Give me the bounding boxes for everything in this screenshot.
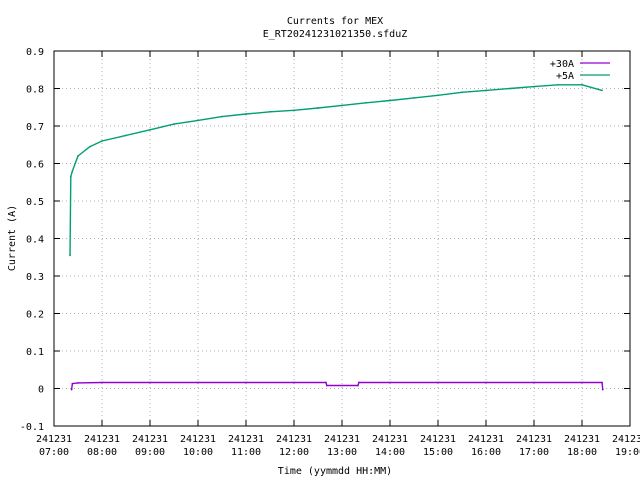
series-point-1 [437, 381, 439, 384]
y-tick-label: 0.1 [26, 347, 44, 358]
series-point-2 [149, 128, 151, 131]
series-line-1 [70, 381, 604, 390]
series-group [69, 83, 604, 391]
x-tick-label-date: 241231 [516, 434, 552, 445]
series-point-2 [77, 155, 79, 157]
y-tick-label: 0.5 [26, 197, 44, 208]
series-line-2 [69, 84, 603, 256]
x-tick-label-date: 241231 [36, 434, 72, 445]
series-point-2 [413, 97, 415, 99]
series-point-1 [149, 381, 151, 384]
series-point-1 [601, 381, 603, 384]
x-axis-label: Time (yymmdd HH:MM) [278, 466, 392, 477]
ticks: -0.1 0 0.1 0.2 0.3 0.4 0.5 0.6 0.7 0.8 0.9 241231 07… [20, 47, 640, 458]
x-tick-label-time: 19:00 [615, 447, 640, 458]
series-point-2 [101, 140, 103, 142]
series-point-1 [101, 381, 103, 384]
x-tick-label-time: 12:00 [279, 447, 309, 458]
series-point-1 [485, 381, 487, 384]
grid [54, 51, 630, 426]
x-tick-label-date: 241231 [132, 434, 168, 445]
y-tick-label: 0.4 [26, 235, 44, 246]
series-point-2 [341, 104, 343, 107]
series-point-1 [197, 381, 199, 384]
series-point-2 [437, 94, 439, 97]
series-point-2 [389, 99, 391, 102]
y-tick-label: 0.8 [26, 85, 44, 96]
series-point-1 [293, 381, 295, 384]
y-tick-label: 0.7 [26, 122, 44, 133]
x-tick-label-date: 241231 [420, 434, 456, 445]
x-tick-label-time: 11:00 [231, 447, 261, 458]
y-tick-label: 0 [38, 385, 44, 396]
x-tick-label-time: 09:00 [135, 447, 165, 458]
x-tick-label-time: 07:00 [39, 447, 69, 458]
x-tick-label-time: 14:00 [375, 447, 405, 458]
series-point-1 [357, 384, 359, 387]
series-point-1 [71, 382, 74, 385]
chart-subtitle: E_RT20241231021350.sfduZ [263, 29, 408, 40]
x-tick-label-date: 241231 [228, 434, 264, 445]
x-tick-label-date: 241231 [276, 434, 312, 445]
x-tick-label-date: 241231 [372, 434, 408, 445]
series-point-2 [173, 123, 175, 125]
series-point-2 [197, 119, 199, 122]
series-point-2 [69, 175, 72, 178]
x-tick-label-time: 16:00 [471, 447, 501, 458]
x-tick-label-time: 13:00 [327, 447, 357, 458]
series-point-1 [357, 381, 360, 384]
series-point-2 [601, 89, 603, 92]
series-point-2 [69, 254, 71, 257]
y-tick-label: 0.2 [26, 310, 44, 321]
series-point-2 [125, 134, 127, 137]
x-tick-label-time: 08:00 [87, 447, 117, 458]
series-point-2 [221, 115, 223, 118]
series-point-2 [533, 85, 535, 88]
x-tick-label-date: 241231 [324, 434, 360, 445]
x-tick-label-time: 18:00 [567, 447, 597, 458]
x-tick-label-date: 241231 [468, 434, 504, 445]
series-point-1 [389, 381, 391, 384]
series-point-2 [461, 91, 463, 94]
series-point-2 [245, 113, 247, 115]
legend-label-2: +5A [556, 71, 574, 82]
series-point-2 [89, 145, 91, 148]
series-point-2 [317, 107, 319, 109]
legend-label-1: +30A [550, 59, 574, 70]
x-tick-label-date: 241231 [84, 434, 120, 445]
x-tick-label-date: 241231 [564, 434, 600, 445]
x-tick-label-time: 15:00 [423, 447, 453, 458]
series-point-2 [509, 87, 511, 90]
series-point-2 [293, 109, 295, 112]
y-tick-label: 0.3 [26, 272, 44, 283]
series-point-1 [325, 381, 327, 384]
series-point-2 [365, 101, 367, 104]
y-tick-label: 0.9 [26, 47, 44, 58]
series-point-1 [245, 381, 247, 384]
x-tick-label-time: 17:00 [519, 447, 549, 458]
series-point-2 [557, 83, 559, 86]
legend: +30A +5A [550, 59, 610, 82]
y-axis-label: Current (A) [7, 205, 18, 271]
series-point-2 [581, 83, 583, 86]
series-point-1 [77, 382, 79, 384]
y-tick-label: 0.6 [26, 160, 44, 171]
series-point-1 [533, 381, 535, 384]
series-point-1 [601, 388, 604, 391]
series-point-1 [325, 384, 328, 387]
y-tick-label: -0.1 [20, 422, 44, 433]
series-point-1 [581, 381, 583, 384]
x-tick-label-time: 10:00 [183, 447, 213, 458]
series-point-2 [485, 89, 487, 92]
series-point-2 [269, 110, 271, 113]
series-point-1 [70, 388, 73, 391]
chart-title: Currents for MEX [287, 16, 383, 27]
x-tick-label-date: 241231 [180, 434, 216, 445]
x-tick-label-date: 241231 [612, 434, 640, 445]
series-point-2 [71, 170, 74, 172]
